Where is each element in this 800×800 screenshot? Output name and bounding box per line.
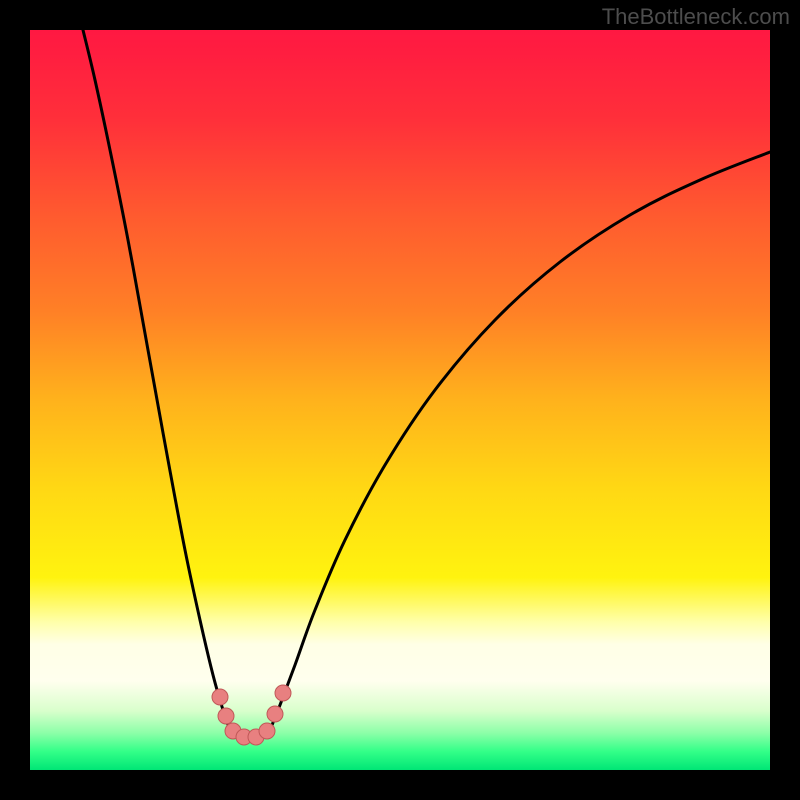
bottleneck-chart	[0, 0, 800, 800]
watermark-text: TheBottleneck.com	[602, 4, 790, 30]
chart-canvas: TheBottleneck.com	[0, 0, 800, 800]
